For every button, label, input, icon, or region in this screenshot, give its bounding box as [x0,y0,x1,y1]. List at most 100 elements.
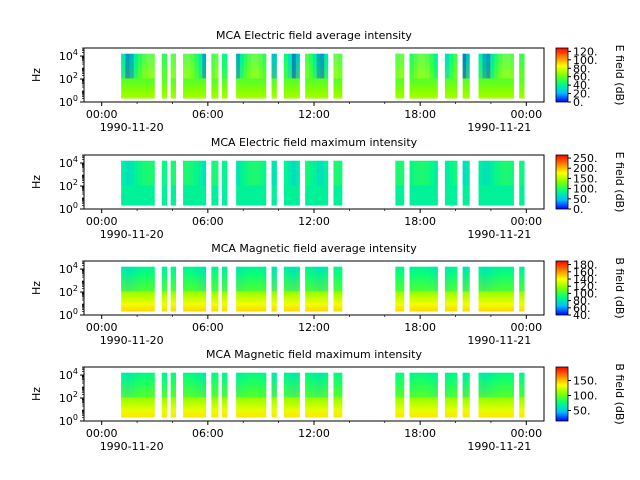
data-texture [409,266,414,292]
data-texture [295,53,300,79]
data-texture [236,372,240,398]
data-texture [243,372,248,398]
data-segment [170,53,176,99]
colorbar-label: B field (dB) [613,257,626,318]
data-texture [502,266,507,292]
data-texture [150,266,155,292]
x-tick-label: 18:00 [404,321,436,334]
data-texture [308,372,313,398]
data-texture [324,160,329,186]
data-texture [519,372,525,398]
data-texture [324,372,329,398]
colorbar-gradient [555,154,569,210]
data-texture [506,160,510,186]
colorbar: 40.60.80.100.120.140.160.180. B field (dB… [555,257,626,322]
data-segment [462,372,470,418]
data-texture [262,53,267,79]
data-texture [519,266,525,292]
data-texture [417,372,422,398]
x-tick-label: 06:00 [192,321,224,334]
data-segment [519,160,525,206]
data-texture [194,372,199,398]
x-tick-label: 18:00 [404,215,436,228]
data-texture [239,53,244,79]
data-texture [183,160,187,186]
data-texture [413,160,418,186]
data-texture [222,372,228,398]
colorbar-label: B field (dB) [613,363,626,424]
x-tick-label: 00:00 [86,108,118,121]
colorbar-tick-label: 50. [573,193,591,206]
data-texture [506,372,510,398]
colorbar-tick-label: 0. [573,203,584,216]
data-segment [222,372,228,418]
data-segment [395,266,405,312]
data-texture [258,372,263,398]
data-segment [161,266,168,312]
data-texture [137,266,143,292]
colorbar-tick-label: 100. [573,183,598,196]
y-tick-label: 102 [59,284,78,299]
data-segment [183,53,207,99]
data-texture [494,53,499,79]
colorbar-tick-label: 100. [573,390,598,403]
y-tick-label: 102 [59,390,78,405]
data-segment [121,160,155,206]
data-texture [202,160,207,186]
data-texture [498,372,503,398]
data-texture [337,266,343,292]
data-texture [312,53,317,79]
colorbar-tick-label: 250. [573,152,598,165]
data-texture [121,53,126,79]
data-texture [186,266,191,292]
data-texture [502,372,507,398]
data-texture [425,53,430,79]
data-texture [291,372,296,398]
data-segment [305,160,329,206]
data-texture [462,372,467,398]
data-texture [121,372,126,398]
data-texture [142,160,147,186]
data-texture [222,160,228,186]
data-texture [466,372,470,398]
data-texture [509,372,514,398]
data-texture [236,160,240,186]
data-segment [409,53,438,99]
chart-title: MCA Electric field average intensity [216,29,412,42]
data-texture [409,160,414,186]
y-tick-label: 104 [59,261,78,276]
data-segment [183,372,207,418]
data-texture [425,372,430,398]
colorbar-tick-label: 40. [573,79,591,92]
data-texture [429,266,434,292]
data-segment [462,266,470,312]
y-axis-label: Hz [30,175,43,189]
data-segment [395,53,405,99]
data-texture [337,372,343,398]
data-texture [194,160,199,186]
colorbar-tick-label: 50. [573,405,591,418]
colorbar: 0.20.40.60.80.100.120. E field (dB) [555,45,626,109]
x-tick-label: 18:00 [404,108,436,121]
data-texture [287,160,292,186]
data-texture [236,266,240,292]
data-texture [482,53,487,79]
y-axis-label: Hz [30,281,43,295]
data-texture [291,160,296,186]
data-texture [333,266,338,292]
data-segment [236,266,267,312]
x-tick-label: 00:00 [510,215,542,228]
chart-title: MCA Magnetic field maximum intensity [206,348,422,361]
data-texture [258,266,263,292]
data-segment [395,160,405,206]
data-texture [258,160,263,186]
data-texture [133,53,138,79]
x-tick-label: 00:00 [510,321,542,334]
data-texture [482,372,487,398]
data-texture [283,372,288,398]
data-texture [239,160,244,186]
colorbar-tick-label: 140. [573,273,598,286]
x-tick-label: 18:00 [404,427,436,440]
data-texture [146,53,151,79]
data-texture [170,266,176,292]
